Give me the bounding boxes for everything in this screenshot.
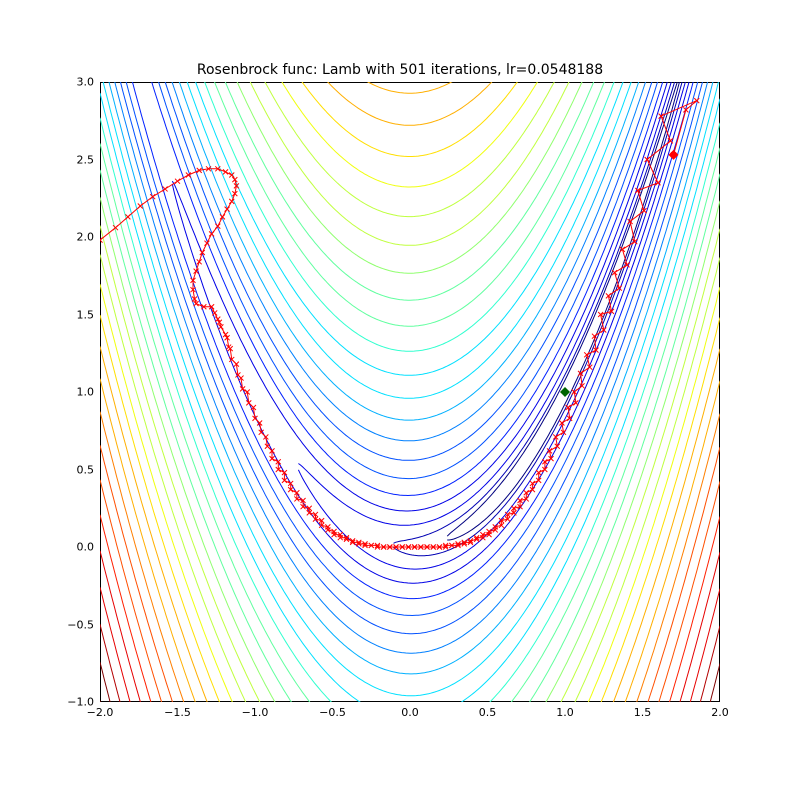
trajectory-marker	[197, 259, 202, 264]
ytick-label: −1.0	[34, 696, 94, 709]
trajectory-marker	[100, 238, 103, 243]
xtick-label: 2.0	[711, 706, 729, 719]
marker-diamond	[560, 387, 570, 397]
ytick-label: 3.0	[34, 76, 94, 89]
ytick-label: 2.5	[34, 153, 94, 166]
contour-line	[172, 82, 707, 583]
figure-container: Rosenbrock func: Lamb with 501 iteration…	[0, 0, 800, 800]
contour-line	[102, 82, 720, 634]
contour-line	[100, 82, 720, 653]
ytick-label: 1.5	[34, 308, 94, 321]
xtick-label: 1.5	[634, 706, 652, 719]
ytick-label: 2.0	[34, 231, 94, 244]
contour-line	[100, 315, 720, 702]
trajectory-marker	[175, 179, 180, 184]
trajectory-marker	[218, 324, 223, 329]
contour-line	[100, 480, 720, 702]
contour-line	[447, 82, 683, 536]
ytick-label: 1.0	[34, 386, 94, 399]
xtick-label: 0.5	[479, 706, 497, 719]
ytick-label: 0.0	[34, 541, 94, 554]
trajectory-marker	[223, 169, 228, 174]
ytick-label: 0.5	[34, 463, 94, 476]
contour-line	[100, 346, 720, 702]
xtick-label: −1.0	[242, 706, 269, 719]
contour-line	[170, 82, 647, 375]
xtick-label: −1.5	[164, 706, 191, 719]
contour-line	[274, 82, 547, 125]
contour-line	[100, 412, 720, 702]
contour-line	[129, 82, 685, 495]
contour-line	[150, 82, 669, 441]
chart-title: Rosenbrock func: Lamb with 501 iteration…	[0, 62, 800, 78]
contour-line	[112, 82, 711, 599]
trajectory-marker	[194, 301, 199, 306]
xtick-label: 0.0	[401, 706, 419, 719]
contour-line	[100, 701, 720, 702]
ytick-label: −0.5	[34, 618, 94, 631]
contour-line	[218, 82, 602, 245]
contour-line	[197, 82, 623, 300]
contour-line	[100, 284, 720, 702]
xtick-label: −0.5	[319, 706, 346, 719]
marker-diamond	[669, 150, 679, 160]
xtick-label: 1.0	[556, 706, 574, 719]
trajectory-marker	[612, 270, 617, 275]
contour-line	[243, 82, 578, 187]
contour-line	[100, 82, 720, 674]
plot-svg	[100, 82, 720, 702]
